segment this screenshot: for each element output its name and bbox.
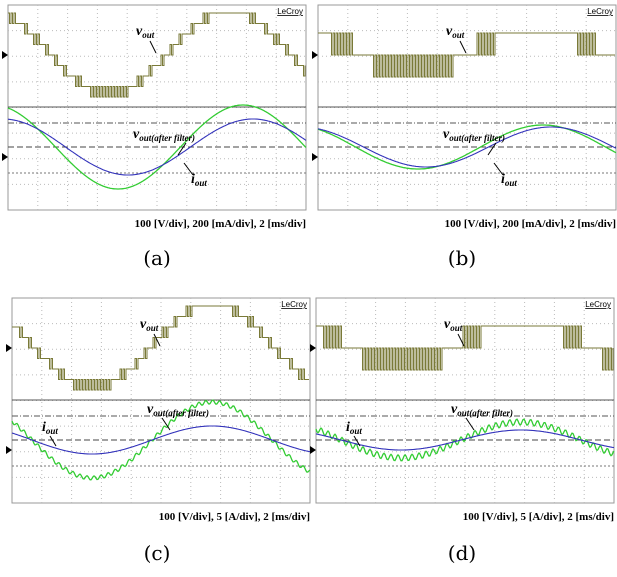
scale-text: 100 [V/div], 5 [A/div], 2 [ms/div]: [159, 511, 310, 523]
iout-label-sub: out: [505, 178, 518, 188]
vfilt-label-sub: out(after filter): [457, 408, 513, 418]
marker: [2, 51, 8, 59]
marker: [310, 446, 316, 454]
marker: [312, 153, 318, 161]
vout-label-sub: out: [450, 323, 463, 333]
vout-label-sub: out: [142, 30, 155, 40]
iout-label-sub: out: [46, 426, 59, 436]
marker: [2, 153, 8, 161]
scale-text: 100 [V/div], 200 [mA/div], 2 [ms/div]: [445, 218, 616, 230]
marker: [312, 51, 318, 59]
scale-text: 100 [V/div], 200 [mA/div], 2 [ms/div]: [135, 218, 306, 230]
vfilt-label-sub: out(after filter): [449, 133, 505, 143]
caption: (b): [448, 246, 476, 270]
caption: (a): [143, 246, 171, 270]
caption: (d): [448, 541, 476, 565]
scale-text: 100 [V/div], 5 [A/div], 2 [ms/div]: [463, 511, 614, 523]
marker: [6, 344, 12, 352]
vfilt-label-sub: out(after filter): [153, 408, 209, 418]
vout-label-sub: out: [452, 30, 465, 40]
figure: LeCroyvoutvout(after filter)iout100 [V/d…: [0, 0, 617, 577]
iout-label-sub: out: [350, 426, 363, 436]
brand: LeCroy: [587, 7, 613, 16]
brand: LeCroy: [277, 7, 303, 16]
brand: LeCroy: [281, 300, 307, 309]
vfilt-label-sub: out(after filter): [139, 133, 195, 143]
caption: (c): [144, 541, 171, 565]
marker: [6, 446, 12, 454]
marker: [310, 344, 316, 352]
brand: LeCroy: [585, 300, 611, 309]
iout-label-sub: out: [195, 178, 208, 188]
vout-label-sub: out: [146, 323, 159, 333]
